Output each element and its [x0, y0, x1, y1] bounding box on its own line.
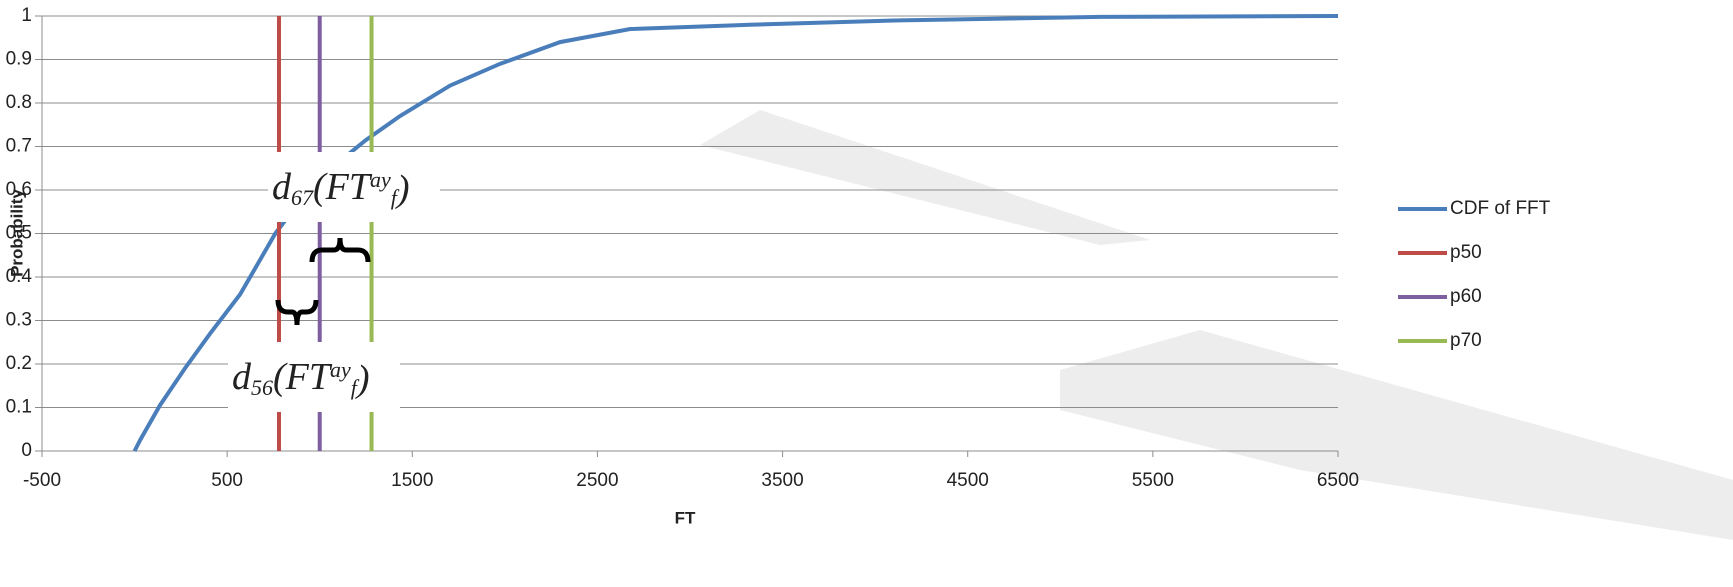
legend-label: CDF of FFT	[1450, 198, 1551, 219]
annotation-part: ay	[330, 357, 351, 382]
watermark	[700, 110, 1733, 540]
annotation-part: 56	[251, 375, 273, 400]
x-tick-label: 3500	[761, 470, 803, 491]
y-tick-label: 0.1	[6, 397, 32, 418]
annotation-part: 67	[291, 185, 314, 210]
y-tick-label: 1	[21, 5, 32, 26]
annotation-part: )	[355, 358, 370, 400]
x-tick-label: 6500	[1317, 470, 1359, 491]
x-tick-label: 5500	[1132, 470, 1174, 491]
y-tick-label: 0.3	[6, 310, 32, 331]
y-tick-label: 0	[21, 440, 32, 461]
annotation-part: ay	[370, 167, 391, 192]
y-tick-label: 0.8	[6, 92, 32, 113]
x-tick-label: 1500	[391, 470, 433, 491]
x-tick-label: -500	[23, 470, 61, 491]
annotation-part: d	[272, 166, 292, 208]
x-tick-label: 500	[211, 470, 243, 491]
annotation-part: d	[232, 356, 252, 398]
annotation-part: (FT	[273, 356, 333, 398]
legend-label: p70	[1450, 330, 1482, 351]
annotation-part: )	[395, 168, 410, 210]
braces	[278, 238, 368, 325]
legend: CDF of FFT p50 p60 p70	[1398, 198, 1551, 351]
y-tick-label: 0.2	[6, 353, 32, 374]
legend-label: p50	[1450, 242, 1482, 263]
annotations: d67(FTayf)d56(FTayf)	[228, 152, 440, 412]
y-tick-label: 0.7	[6, 136, 32, 157]
x-axis-title: FT	[675, 508, 696, 527]
legend-label: p60	[1450, 286, 1482, 307]
chart: 00.10.20.30.40.50.60.70.80.91-5005001500…	[0, 0, 1733, 582]
annotation-part: (FT	[313, 166, 373, 208]
y-tick-label: 0.9	[6, 49, 32, 70]
x-tick-label: 4500	[947, 470, 989, 491]
y-axis-title: Probability	[7, 189, 26, 277]
x-tick-label: 2500	[576, 470, 618, 491]
